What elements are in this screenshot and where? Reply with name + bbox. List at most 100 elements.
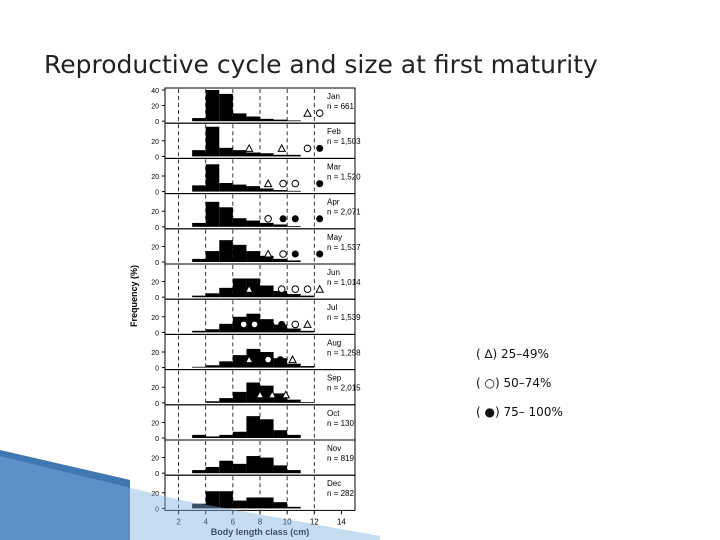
histogram-bar [232,278,247,298]
maturity-marker-filled-circle [291,215,299,223]
histogram-bar [219,147,233,157]
y-axis-label: Frequency (%) [129,265,139,327]
histogram-bar [219,398,233,403]
y-tick-label: 20 [151,174,159,181]
panel-sample-size: n = 2,015 [327,384,361,393]
histogram-bar [273,290,288,298]
maturity-marker-triangle [277,143,287,152]
panel-month-label: Mar [327,162,341,171]
histogram-bar [192,503,206,509]
histogram-bar [192,330,206,333]
x-tick-label: 14 [337,517,346,526]
histogram-bar [273,119,288,122]
histogram-bar [273,190,288,192]
histogram-bar [232,391,247,403]
histogram-bar [232,431,247,438]
histogram-bar [300,295,315,298]
panel-sample-size: n = 1,014 [327,278,361,287]
histogram-bar [205,491,220,509]
y-tick-label: 0 [155,154,159,161]
maturity-marker-open-circle [277,285,286,294]
slide-title: Reproductive cycle and size at first mat… [44,50,598,79]
panel-sample-size: n = 819 [327,454,354,463]
histogram-bar [246,416,260,438]
y-tick-label: 20 [151,456,159,463]
maturity-marker-open-circle [291,285,300,294]
maturity-marker-open-circle [291,179,300,188]
legend-item-50-74: ( ○) 50–74% [476,376,552,390]
maturity-marker-open-circle [303,285,312,294]
histogram-bar [260,419,274,438]
y-tick-label: 0 [155,190,159,197]
histogram-bar [287,506,301,509]
maturity-marker-open-circle [315,109,324,117]
panel-month-label: Aug [327,338,341,347]
histogram-bar [192,185,206,192]
panel-month-label: Jun [327,268,340,277]
maturity-marker-filled-circle [316,180,324,188]
panel-sample-size: n = 1,503 [327,137,361,146]
y-tick-label: 0 [155,225,159,232]
histogram-bar [273,393,288,403]
histogram-bar [260,285,274,298]
panel-sample-size: n = 1,520 [327,172,361,181]
histogram-bar [232,113,247,122]
x-tick-label: 2 [176,517,181,526]
maturity-marker-triangle [288,355,297,364]
maturity-marker-open-circle [303,144,312,153]
legend-item-75-100: ( ●) 75– 100% [476,405,563,419]
histogram-bar [246,186,260,192]
panel-month-label: May [327,233,342,242]
maturity-marker-triangle [255,390,265,399]
histogram-bar [232,244,247,262]
histogram-bar [246,251,260,262]
histogram-bar [246,382,260,403]
histogram-bar [192,150,206,157]
histogram-bar [219,460,233,474]
y-tick-label: 0 [155,260,159,267]
histogram-bar [287,154,301,157]
y-tick-label: 0 [155,366,159,373]
maturity-marker-open-circle [264,215,272,223]
axis-layer: 2 4 6 8 10 12 14 [176,510,346,526]
histogram-bar [273,430,288,438]
histogram-bar [287,328,301,333]
maturity-marker-triangle [315,284,325,293]
panel-month-label: Nov [327,444,341,453]
histogram-bar [219,434,233,438]
maturity-marker-filled-circle [276,356,284,364]
histogram-bar [287,470,301,474]
histogram-bar [232,500,247,509]
histogram-bar [260,222,274,227]
panel-month-label: Oct [327,409,340,418]
y-tick-label: 0 [155,119,159,126]
histogram-bar [192,222,206,227]
histogram-bar [205,251,220,262]
y-tick-label: 20 [151,420,159,427]
maturity-marker-filled-circle [291,250,299,258]
maturity-marker-filled-circle [316,144,324,152]
histogram-bar [192,295,206,298]
histogram-bar [287,294,301,298]
maturity-marker-triangle [303,319,312,328]
maturity-marker-open-circle [279,179,287,188]
panel-month-label: Sep [327,374,342,383]
histogram-bar [219,207,233,227]
histogram-bar [260,385,274,403]
histogram-bar [205,293,220,298]
maturity-marker-triangle [263,249,273,258]
maturity-marker-filled-circle [278,320,286,328]
histogram-bar [232,463,247,474]
histogram-bar [287,363,301,368]
histogram-bar [246,152,260,157]
maturity-marker-triangle [267,390,277,399]
panel-month-label: Feb [327,127,341,136]
panel-sample-size: n = 1,539 [327,313,361,322]
histogram-bar [273,502,288,509]
